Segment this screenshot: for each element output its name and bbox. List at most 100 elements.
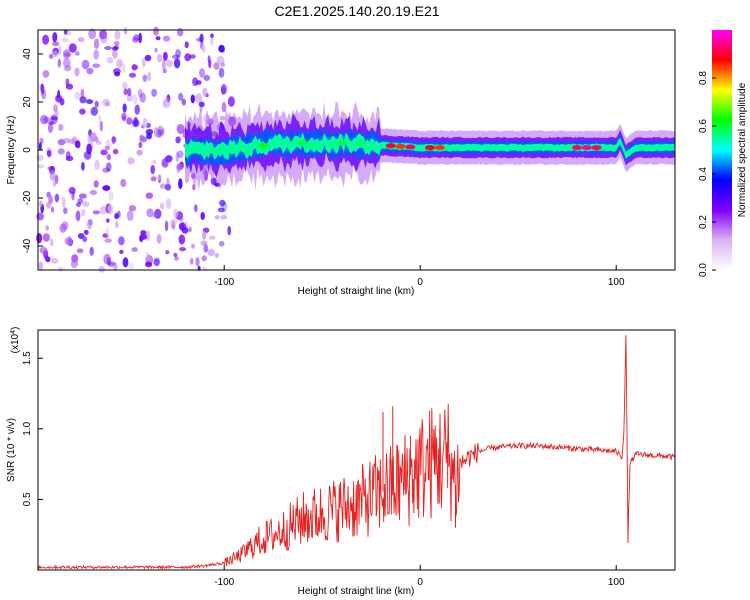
spectrogram-cell	[153, 258, 160, 267]
spectrogram-hotspot	[434, 145, 445, 151]
spectrogram-cell	[47, 122, 54, 133]
spectrogram-cell	[210, 37, 214, 46]
spectrogram-cell	[138, 141, 143, 149]
spectrogram-cell	[39, 137, 44, 145]
spectrogram-y-tick-label: -20	[22, 190, 33, 205]
spectrogram-hotspot	[425, 145, 435, 151]
spectrogram-cell	[94, 159, 100, 171]
spectrogram-cell	[79, 108, 86, 115]
spectrogram-cell	[62, 196, 66, 208]
spectrogram-cell	[104, 46, 112, 50]
spectrogram-cell	[127, 157, 135, 165]
spectrogram-cell	[153, 26, 159, 36]
spectrogram-cell	[82, 236, 88, 243]
spectrogram-hotspot	[572, 145, 582, 151]
svg-text:(x104): (x104)	[10, 327, 22, 354]
spectrogram-y-tick-label: 40	[22, 48, 33, 60]
spectrogram-cell	[116, 58, 123, 68]
spectrogram-cell	[208, 59, 212, 69]
spectrogram-cell	[179, 247, 187, 252]
spectrogram-cell	[164, 220, 169, 232]
spectrogram-cell	[68, 43, 77, 53]
spectrogram-cell	[147, 71, 151, 82]
spectrogram-cell	[87, 219, 92, 230]
spectrogram-cell	[174, 256, 179, 261]
spectrogram-ylabel: Frequency (Hz)	[6, 116, 17, 185]
spectrogram-cell	[139, 134, 145, 141]
spectrogram-cell	[122, 103, 127, 113]
spectrogram-cell	[99, 205, 107, 215]
spectrogram-cell	[76, 248, 84, 254]
spectrogram-cell	[171, 54, 180, 60]
spectrogram-cell	[220, 62, 226, 67]
snr-xlabel: Height of straight line (km)	[298, 586, 415, 597]
spectrogram-cell	[75, 51, 80, 56]
spectrogram-cell	[190, 94, 195, 104]
spectrogram-cell	[199, 33, 204, 43]
spectrogram-hotspot	[234, 145, 245, 151]
spectrogram-cell	[170, 218, 178, 225]
spectrogram-cell	[113, 40, 120, 47]
spectrogram-cell	[55, 94, 63, 103]
spectrogram-cell	[179, 214, 184, 222]
spectrogram-x-tick-label: -100	[214, 277, 234, 288]
spectrogram-cell	[49, 238, 54, 247]
spectrogram-cell	[173, 252, 178, 258]
spectrogram-cell	[150, 164, 155, 175]
snr-ylabel: SNR (10 * v/v)	[6, 418, 17, 482]
spectrogram-cell	[192, 77, 199, 87]
spectrogram-hotspot	[581, 145, 592, 151]
spectrogram-cell	[81, 161, 85, 171]
spectrogram-cell	[178, 178, 183, 190]
spectrogram-cell	[126, 210, 134, 221]
colorbar: 0.0 0.2 0.4 0.6 0.8 Normalized spectral ampl…	[698, 30, 748, 277]
snr-y-tick-label: 1.0	[22, 421, 33, 435]
snr-x-tick-label: -100	[214, 577, 234, 588]
spectrogram-cell	[73, 67, 80, 77]
spectrogram-cell	[128, 205, 137, 212]
spectrogram-cell	[131, 247, 138, 252]
spectrogram-cell	[99, 120, 103, 132]
spectrogram-cell	[175, 49, 182, 59]
spectrogram-hotspot	[297, 140, 308, 146]
spectrogram-cell	[120, 178, 127, 188]
spectrogram-cell	[191, 243, 196, 249]
spectrogram-y-ticks: -40 -20 0 20 40	[22, 48, 43, 253]
spectrogram-cell	[214, 252, 219, 258]
spectrogram-cell	[63, 52, 72, 57]
spectrogram-cell	[200, 240, 208, 246]
spectrogram-cell	[163, 51, 168, 62]
spectrogram-cell	[83, 151, 92, 160]
spectrogram-cell	[227, 225, 231, 236]
spectrogram-cell	[52, 32, 58, 43]
spectrogram-cell	[132, 119, 140, 128]
spectrogram-cell	[220, 83, 227, 95]
spectrogram-cell	[38, 142, 42, 151]
spectrogram-cell	[74, 140, 81, 149]
spectrogram-cell	[102, 98, 110, 107]
spectrogram-cell	[142, 117, 148, 128]
spectrogram-cell	[176, 163, 184, 171]
snr-x-tick-label: 0	[417, 577, 423, 588]
colorbar-tick-label: 0.2	[698, 215, 709, 229]
spectrogram-cell	[145, 261, 153, 268]
spectrogram-cell	[107, 204, 114, 215]
spectrogram-cell	[108, 191, 114, 202]
spectrogram-cell	[151, 213, 156, 218]
spectrogram-cell	[75, 67, 80, 76]
colorbar-tick-label: 0.0	[698, 263, 709, 277]
spectrogram-cell	[42, 34, 50, 45]
spectrogram-cell	[154, 47, 158, 53]
spectrogram-cell	[161, 158, 169, 168]
snr-panel: -100 0 100 0.5 1.0 1.5 Height of straight li…	[6, 327, 676, 597]
spectrogram-cell	[103, 253, 111, 265]
spectrogram-cell	[142, 74, 148, 82]
spectrogram-cell	[104, 238, 112, 243]
snr-scale-exponent: 4	[10, 330, 17, 334]
spectrogram-cell	[227, 96, 235, 107]
spectrogram-cell	[176, 163, 181, 174]
spectrogram-cell	[164, 183, 172, 191]
spectrogram-cell	[177, 28, 184, 37]
spectrogram-cell	[36, 212, 44, 221]
spectrogram-cell	[92, 210, 101, 215]
